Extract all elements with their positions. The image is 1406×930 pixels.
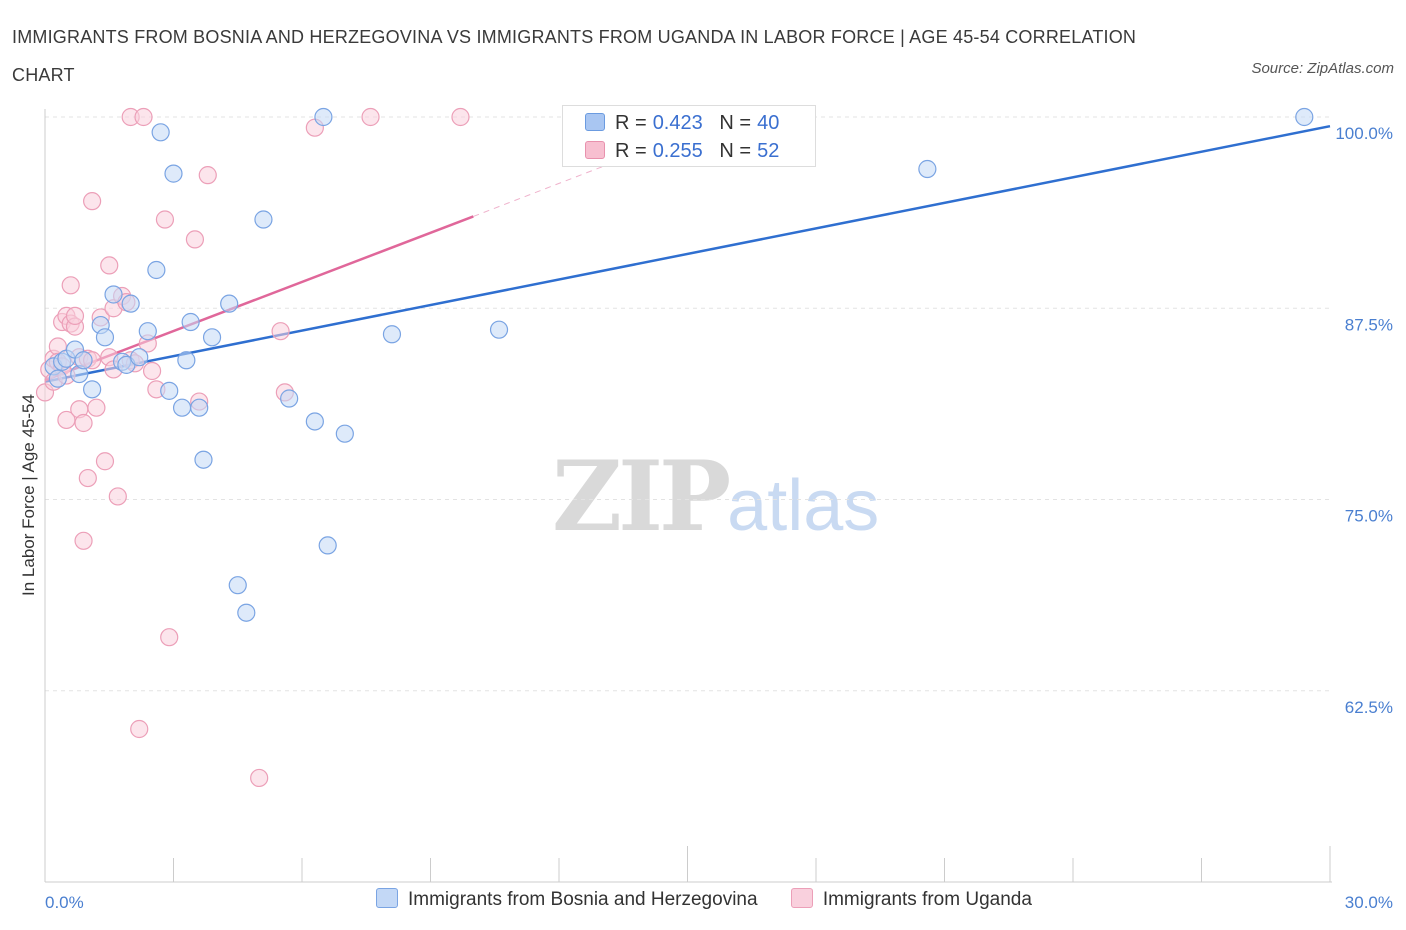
point-uganda (100, 256, 119, 275)
point-bosnia (194, 450, 213, 469)
point-uganda (87, 398, 106, 417)
legend-swatch-bosnia (376, 888, 398, 908)
legend-swatch-uganda (790, 888, 813, 908)
point-uganda (361, 107, 380, 127)
axes (44, 109, 1332, 883)
point-bosnia (202, 328, 222, 347)
tick-labels: 100.0% 87.5% 75.0% 62.5% 0.0% 30.0% (45, 124, 1393, 912)
x-tick-label: 0.0% (45, 893, 84, 912)
point-bosnia (918, 159, 937, 179)
point-bosnia (138, 322, 157, 341)
legend-n-label: N = (719, 112, 752, 134)
point-uganda (155, 210, 175, 229)
y-axis-label: In Labor Force | Age 45-54 (19, 394, 38, 596)
legend-n-label: N = (719, 140, 752, 162)
point-uganda (74, 531, 93, 550)
point-uganda (160, 628, 179, 647)
watermark: ZIPatlas (552, 440, 879, 553)
point-bosnia (190, 398, 209, 417)
x-tick-label: 30.0% (1345, 893, 1393, 912)
point-bosnia (1295, 107, 1314, 127)
legend-n-value: 52 (757, 140, 780, 162)
point-uganda (250, 768, 269, 788)
point-uganda (95, 452, 115, 471)
point-bosnia (172, 398, 192, 417)
point-uganda (134, 107, 153, 127)
point-bosnia (318, 536, 337, 555)
point-uganda (108, 487, 127, 506)
point-uganda (74, 413, 93, 433)
point-uganda (142, 361, 162, 381)
point-uganda (78, 468, 97, 488)
y-tick-label: 62.5% (1345, 698, 1393, 717)
y-tick-label: 87.5% (1345, 315, 1393, 334)
legend-row-bosnia: R = 0.423 N = 40 (585, 112, 779, 136)
point-bosnia (121, 294, 140, 313)
point-bosnia (48, 369, 67, 388)
legend-item-bosnia: Immigrants from Bosnia and Herzegovina (376, 888, 758, 911)
legend-r-label: R = (615, 140, 647, 162)
point-bosnia (382, 325, 402, 344)
watermark-zip: ZIP (552, 440, 731, 553)
point-bosnia (228, 576, 247, 595)
legend-row-uganda: R = 0.255 N = 52 (585, 140, 779, 164)
grid-lines (45, 116, 1330, 692)
point-uganda (57, 410, 76, 430)
legend-n-value: 40 (757, 112, 780, 134)
series-legend: Immigrants from Bosnia and Herzegovina I… (376, 888, 1060, 911)
point-bosnia (104, 285, 123, 304)
legend-swatch-bosnia (585, 113, 605, 131)
point-bosnia (160, 381, 179, 400)
trend-line-0 (44, 124, 1331, 383)
y-tick-label: 100.0% (1335, 124, 1393, 143)
watermark-atlas: atlas (727, 466, 880, 546)
point-bosnia (74, 351, 93, 370)
point-bosnia (177, 351, 196, 370)
point-bosnia (254, 210, 273, 229)
point-bosnia (147, 260, 166, 280)
legend-item-uganda: Immigrants from Uganda (790, 888, 1032, 911)
point-bosnia (130, 348, 149, 367)
point-uganda (65, 306, 85, 325)
chart-title: IMMIGRANTS FROM BOSNIA AND HERZEGOVINA V… (12, 27, 1137, 85)
source-credit: Source: ZipAtlas.com (1251, 60, 1394, 77)
point-uganda (61, 276, 80, 295)
y-tick-label: 75.0% (1345, 507, 1393, 526)
point-uganda (83, 192, 102, 211)
legend-label-bosnia: Immigrants from Bosnia and Herzegovina (408, 889, 758, 910)
legend-swatch-uganda (585, 141, 605, 159)
point-bosnia (83, 380, 102, 399)
legend-label-uganda: Immigrants from Uganda (822, 889, 1032, 910)
point-uganda (271, 322, 290, 341)
data-points (35, 107, 1314, 788)
point-bosnia (335, 424, 354, 443)
point-bosnia (305, 412, 324, 431)
point-uganda (130, 719, 149, 739)
point-uganda (185, 230, 205, 249)
point-uganda (198, 166, 217, 185)
point-bosnia (151, 123, 170, 142)
legend-r-value: 0.255 (652, 140, 703, 162)
point-bosnia (489, 320, 509, 339)
point-bosnia (237, 603, 256, 622)
point-bosnia (280, 389, 299, 408)
point-bosnia (95, 328, 115, 347)
point-bosnia (220, 294, 239, 313)
legend-r-label: R = (615, 112, 647, 134)
stats-legend: R = 0.423 N = 40 R = 0.255 N = 52 (562, 105, 816, 167)
legend-r-value: 0.423 (652, 112, 703, 134)
point-uganda (451, 107, 470, 127)
point-bosnia (181, 312, 200, 332)
point-bosnia (314, 107, 333, 127)
point-bosnia (164, 164, 183, 183)
